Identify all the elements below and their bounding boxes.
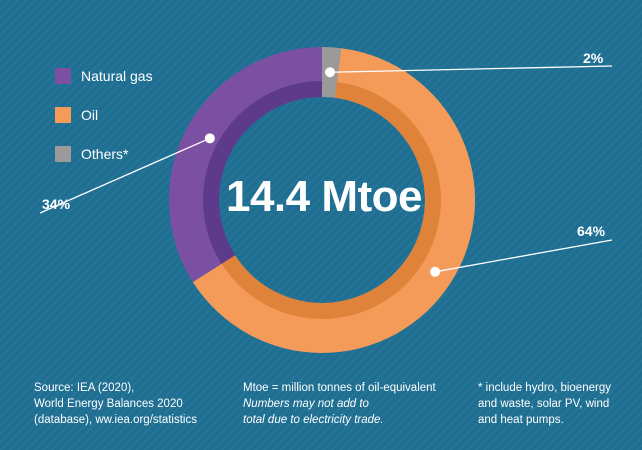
rounding-note-line: total due to electricity trade.: [243, 414, 384, 426]
legend-swatch-others: [55, 146, 71, 162]
legend-item-natural-gas: Natural gas: [55, 66, 153, 86]
legend-label-others: Others*: [81, 146, 129, 162]
legend-label-natural-gas: Natural gas: [81, 68, 153, 84]
natural-gas-percent-label: 34%: [42, 196, 71, 212]
source-note: Source: IEA (2020), World Energy Balance…: [34, 380, 197, 428]
legend-label-oil: Oil: [81, 107, 99, 123]
chart-legend: Natural gas Oil Others*: [55, 66, 153, 183]
leader-line-natural-gas: [39, 137, 211, 214]
source-line: (database), ww.iea.org/statistics: [34, 414, 197, 426]
legend-item-oil: Oil: [55, 105, 153, 125]
others-footnote-line: and waste, solar PV, wind: [478, 398, 610, 410]
others-footnote: * include hydro, bioenergy and waste, so…: [478, 380, 611, 428]
total-energy-label: 14.4 Mtoe: [225, 172, 423, 221]
leader-line-oil: [435, 239, 613, 273]
oil-percent-label: 64%: [577, 223, 606, 239]
leader-dot-natural-gas: [204, 133, 215, 144]
leader-dot-others: [325, 67, 336, 78]
source-line: Source: IEA (2020),: [34, 382, 135, 394]
legend-swatch-oil: [55, 107, 71, 123]
others-percent-label: 2%: [583, 50, 604, 66]
others-footnote-line: * include hydro, bioenergy: [478, 382, 611, 394]
leader-line-others: [330, 65, 613, 73]
source-line: World Energy Balances 2020: [34, 398, 183, 410]
rounding-note-line: Numbers may not add to: [243, 398, 369, 410]
legend-swatch-natural-gas: [55, 68, 71, 84]
others-footnote-line: and heat pumps.: [478, 414, 564, 426]
units-definition: Mtoe = million tonnes of oil-equivalent: [243, 382, 436, 394]
donut-slice-natural-gas: [169, 47, 322, 282]
leader-dot-oil: [430, 266, 441, 277]
donut-inner-band-natural-gas: [202, 81, 322, 264]
units-note: Mtoe = million tonnes of oil-equivalent …: [243, 380, 436, 428]
legend-item-others: Others*: [55, 144, 153, 164]
